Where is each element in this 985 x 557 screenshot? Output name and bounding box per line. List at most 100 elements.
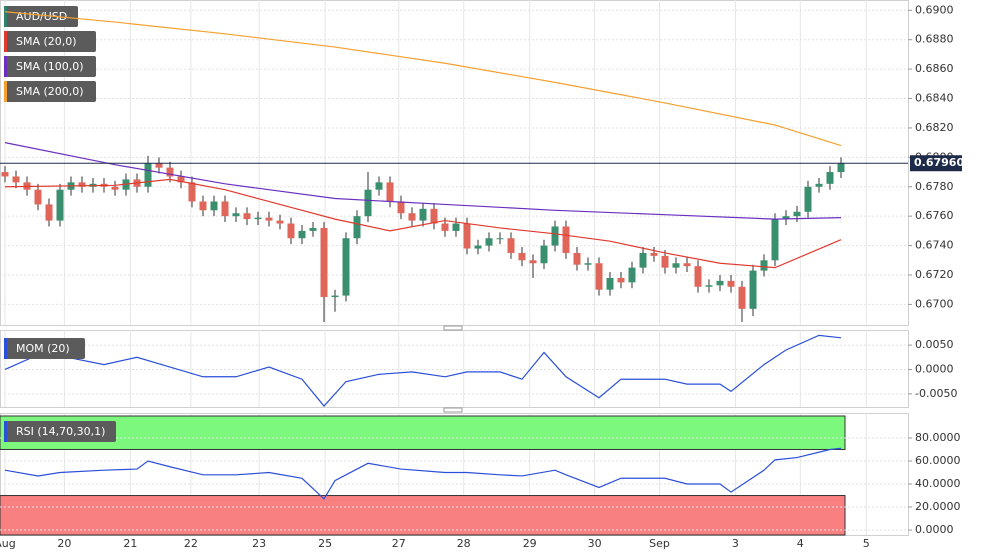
- series-line: [4, 11, 842, 147]
- legend-box: [4, 31, 96, 52]
- legend-label: SMA (20,0): [16, 35, 77, 48]
- candle-body: [837, 163, 845, 173]
- candle-body: [386, 182, 394, 202]
- legend-swatch: [4, 31, 7, 52]
- candle-body: [419, 208, 427, 221]
- candle-body: [661, 255, 669, 268]
- candle-body: [584, 263, 592, 265]
- candle-body: [441, 223, 449, 231]
- legend-swatch: [4, 56, 7, 77]
- candle-body: [705, 285, 713, 287]
- legend-entry: RSI (14,70,30,1): [4, 421, 116, 442]
- candle-body: [683, 263, 691, 267]
- candle-body: [265, 217, 273, 221]
- legend-entry: SMA (20,0): [4, 31, 96, 52]
- y-tick-label: 80.0000: [915, 431, 961, 444]
- series-line: [4, 334, 842, 407]
- x-tick-label: 4: [797, 537, 804, 550]
- legend-box: [4, 81, 96, 102]
- legend-entry: SMA (200,0): [4, 81, 96, 102]
- candle-body: [287, 223, 295, 239]
- candle-body: [496, 238, 504, 240]
- y-tick-label: 0.0050: [915, 338, 954, 351]
- legend-entry: AUD/USD: [4, 6, 78, 27]
- legend-swatch: [4, 6, 7, 27]
- candle-body: [166, 167, 174, 177]
- candle-body: [474, 245, 482, 249]
- overbought-zone: [0, 415, 846, 450]
- candle-body: [793, 211, 801, 217]
- candle-body: [815, 183, 823, 187]
- legend-swatch: [4, 421, 7, 442]
- candle-body: [221, 201, 229, 217]
- x-tick-label: 22: [184, 537, 198, 550]
- candle-body: [155, 163, 163, 168]
- y-tick-label: 0.6840: [915, 92, 954, 105]
- candle-body: [595, 263, 603, 290]
- x-tick-label: 27: [392, 537, 406, 550]
- candle-body: [573, 252, 581, 265]
- candle-body: [331, 295, 339, 298]
- candle-body: [1, 172, 9, 177]
- candle-body: [650, 252, 658, 256]
- candle-body: [606, 277, 614, 290]
- legend-label: SMA (100,0): [16, 60, 84, 73]
- candle-body: [562, 226, 570, 253]
- candle-body: [243, 213, 251, 220]
- candle-body: [199, 201, 207, 211]
- series-line: [4, 142, 842, 220]
- x-tick-label: 23: [252, 537, 266, 550]
- candle-body: [12, 176, 20, 183]
- candle-body: [408, 213, 416, 221]
- candle-body: [782, 216, 790, 220]
- candle-body: [177, 176, 185, 183]
- legend-box: [4, 6, 78, 27]
- candle-body: [672, 263, 680, 268]
- legend-box: [4, 338, 85, 359]
- candle-body: [111, 186, 119, 190]
- candle-body: [188, 182, 196, 202]
- candle-body: [232, 213, 240, 217]
- candle-body: [430, 208, 438, 224]
- legend-box: [4, 56, 96, 77]
- last-price-label: 0.67960: [914, 156, 964, 169]
- legend-box: [4, 421, 116, 442]
- candle-body: [540, 245, 548, 264]
- candle-body: [485, 238, 493, 246]
- y-tick-label: 0.6780: [915, 180, 954, 193]
- y-tick-label: 0.6860: [915, 62, 954, 75]
- panel-handle: [443, 407, 463, 413]
- y-tick-label: 0.0000: [915, 523, 954, 536]
- candle-body: [375, 182, 383, 190]
- candle-body: [716, 280, 724, 286]
- candle-body: [639, 252, 647, 268]
- candle-body: [353, 216, 361, 239]
- candle-body: [749, 270, 757, 309]
- candle-body: [210, 201, 218, 211]
- legend-swatch: [4, 81, 7, 102]
- y-tick-label: 0.6880: [915, 33, 954, 46]
- candle-body: [518, 252, 526, 261]
- y-tick-label: 0.6820: [915, 121, 954, 134]
- candle-body: [771, 219, 779, 261]
- y-tick-label: 20.0000: [915, 500, 961, 513]
- oversold-zone: [0, 495, 846, 536]
- legend-entry: MOM (20): [4, 338, 85, 359]
- candle-body: [826, 172, 834, 184]
- y-tick-label: 0.0000: [915, 362, 954, 375]
- legend-label: RSI (14,70,30,1): [16, 425, 105, 438]
- candle-body: [320, 227, 328, 298]
- x-tick-label: 30: [588, 537, 602, 550]
- legend-label: MOM (20): [16, 342, 70, 355]
- candle-body: [617, 277, 625, 283]
- y-tick-label: 60.0000: [915, 454, 961, 467]
- candle-body: [78, 182, 86, 187]
- y-tick-label: -0.0050: [915, 387, 957, 400]
- x-tick-label: 3: [732, 537, 739, 550]
- candle-body: [551, 226, 559, 246]
- y-tick-label: 0.6760: [915, 209, 954, 222]
- candle-body: [144, 163, 152, 187]
- x-tick-label: 20: [57, 537, 71, 550]
- y-tick-label: 0.6900: [915, 3, 954, 16]
